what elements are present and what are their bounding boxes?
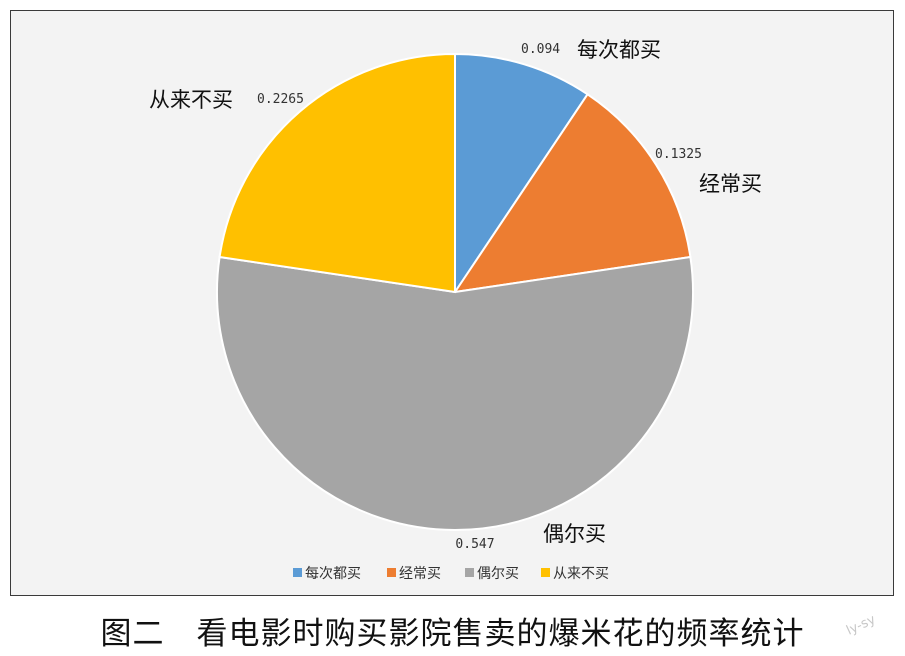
pie-slice-1 xyxy=(454,52,589,296)
figure-caption: 图二 看电影时购买影院售卖的爆米花的频率统计 xyxy=(100,616,805,652)
legend-swatch-3 xyxy=(465,568,474,577)
slice-category-label-4: 从来不买 xyxy=(149,88,233,112)
legend-label-1: 每次都买 xyxy=(305,566,361,582)
legend-label-2: 经常买 xyxy=(399,566,441,582)
legend: 每次都买 经常买 偶尔买 从来不买 xyxy=(293,566,609,582)
slice-category-label-2: 经常买 xyxy=(699,172,762,196)
slice-category-label-3: 偶尔买 xyxy=(543,522,606,546)
slice-value-label-4: 0.2265 xyxy=(257,92,304,107)
pie-slice-2 xyxy=(452,92,692,294)
slice-category-label-1: 每次都买 xyxy=(577,38,661,62)
slice-value-label-3: 0.547 xyxy=(455,537,494,552)
legend-swatch-1 xyxy=(293,568,302,577)
legend-label-3: 偶尔买 xyxy=(477,566,519,582)
legend-swatch-4 xyxy=(541,568,550,577)
legend-label-4: 从来不买 xyxy=(553,566,609,582)
pie-slice-3 xyxy=(216,255,694,532)
slice-value-label-1: 0.094 xyxy=(521,42,560,57)
pie-slice-4 xyxy=(218,52,456,294)
legend-swatch-2 xyxy=(387,568,396,577)
slice-value-label-2: 0.1325 xyxy=(655,147,702,162)
chart-frame: 0.094 0.1325 0.547 0.2265 每次都买 经常买 偶尔买 从来不买 每次… xyxy=(10,10,894,596)
